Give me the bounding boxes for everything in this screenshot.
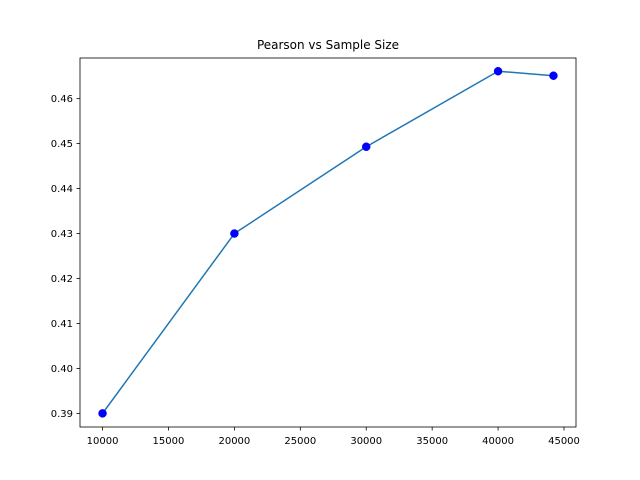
x-tick-label: 25000	[284, 436, 316, 447]
y-tick-label: 0.45	[51, 139, 73, 150]
y-tick-label: 0.42	[51, 274, 73, 285]
y-tick-label: 0.43	[51, 229, 73, 240]
data-point	[361, 142, 371, 152]
chart-title: Pearson vs Sample Size	[257, 38, 399, 52]
y-tick-label: 0.41	[51, 319, 73, 330]
x-tick-label: 15000	[153, 436, 185, 447]
y-tick-label: 0.46	[51, 94, 73, 105]
data-point	[549, 71, 558, 80]
data-point	[230, 229, 239, 238]
data-point	[98, 409, 107, 418]
data-point	[493, 66, 503, 76]
plot-area: 10000 15000 20000 25000 30000 35000 40000 45000…	[51, 57, 580, 447]
x-tick-label: 20000	[218, 436, 250, 447]
axes-frame	[79, 57, 577, 428]
x-tick-label: 35000	[416, 436, 448, 447]
x-tick-label: 45000	[548, 436, 580, 447]
y-tick-label: 0.44	[51, 184, 73, 195]
y-tick-label: 0.39	[51, 409, 73, 420]
x-tick-label: 10000	[87, 436, 119, 447]
x-tick-label: 40000	[482, 436, 514, 447]
y-tick-label: 0.40	[51, 364, 73, 375]
x-tick-label: 30000	[350, 436, 382, 447]
